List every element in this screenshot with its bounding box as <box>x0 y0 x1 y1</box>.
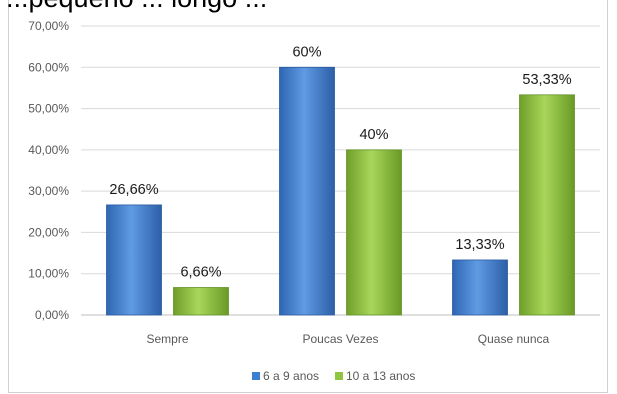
y-tick-label: 0,00% <box>35 308 69 322</box>
x-tick-label: Sempre <box>146 332 188 346</box>
legend-swatch <box>335 372 343 380</box>
data-label: 26,66% <box>109 182 158 198</box>
bars <box>106 66 575 316</box>
legend-label: 6 a 9 anos <box>263 369 319 383</box>
y-tick-label: 10,00% <box>28 267 69 281</box>
y-tick-label: 20,00% <box>28 225 69 239</box>
chart-title-fragment: ...pequeno ... longo ... <box>6 0 267 14</box>
data-label: 53,33% <box>522 72 571 88</box>
x-axis-ticks: Sempre Poucas Vezes Quase nunca <box>146 332 549 346</box>
bar <box>106 204 162 316</box>
chart-frame <box>8 0 608 393</box>
y-tick-label: 70,00% <box>28 19 69 33</box>
bar <box>519 94 575 316</box>
y-tick-label: 50,00% <box>28 102 69 116</box>
x-tick-label: Quase nunca <box>478 332 550 346</box>
data-label: 13,33% <box>455 237 504 253</box>
data-label: 40% <box>359 127 388 143</box>
y-tick-label: 60,00% <box>28 60 69 74</box>
gridlines <box>81 25 600 316</box>
data-labels: 26,66% 6,66% 60% 40% 13,33% 53,33% <box>109 44 571 280</box>
bar <box>173 287 229 316</box>
x-tick-label: Poucas Vezes <box>302 332 378 346</box>
legend: 6 a 9 anos 10 a 13 anos <box>252 369 415 383</box>
legend-label: 10 a 13 anos <box>346 369 415 383</box>
data-label: 6,66% <box>180 265 221 281</box>
y-tick-label: 40,00% <box>28 143 69 157</box>
legend-swatch <box>252 372 260 380</box>
bar <box>279 66 335 316</box>
data-label: 60% <box>292 44 321 60</box>
y-tick-label: 30,00% <box>28 184 69 198</box>
y-axis-ticks: 0,00% 10,00% 20,00% 30,00% 40,00% 50,00% 60,00… <box>28 19 69 322</box>
bar <box>452 259 508 316</box>
bar <box>346 149 402 316</box>
